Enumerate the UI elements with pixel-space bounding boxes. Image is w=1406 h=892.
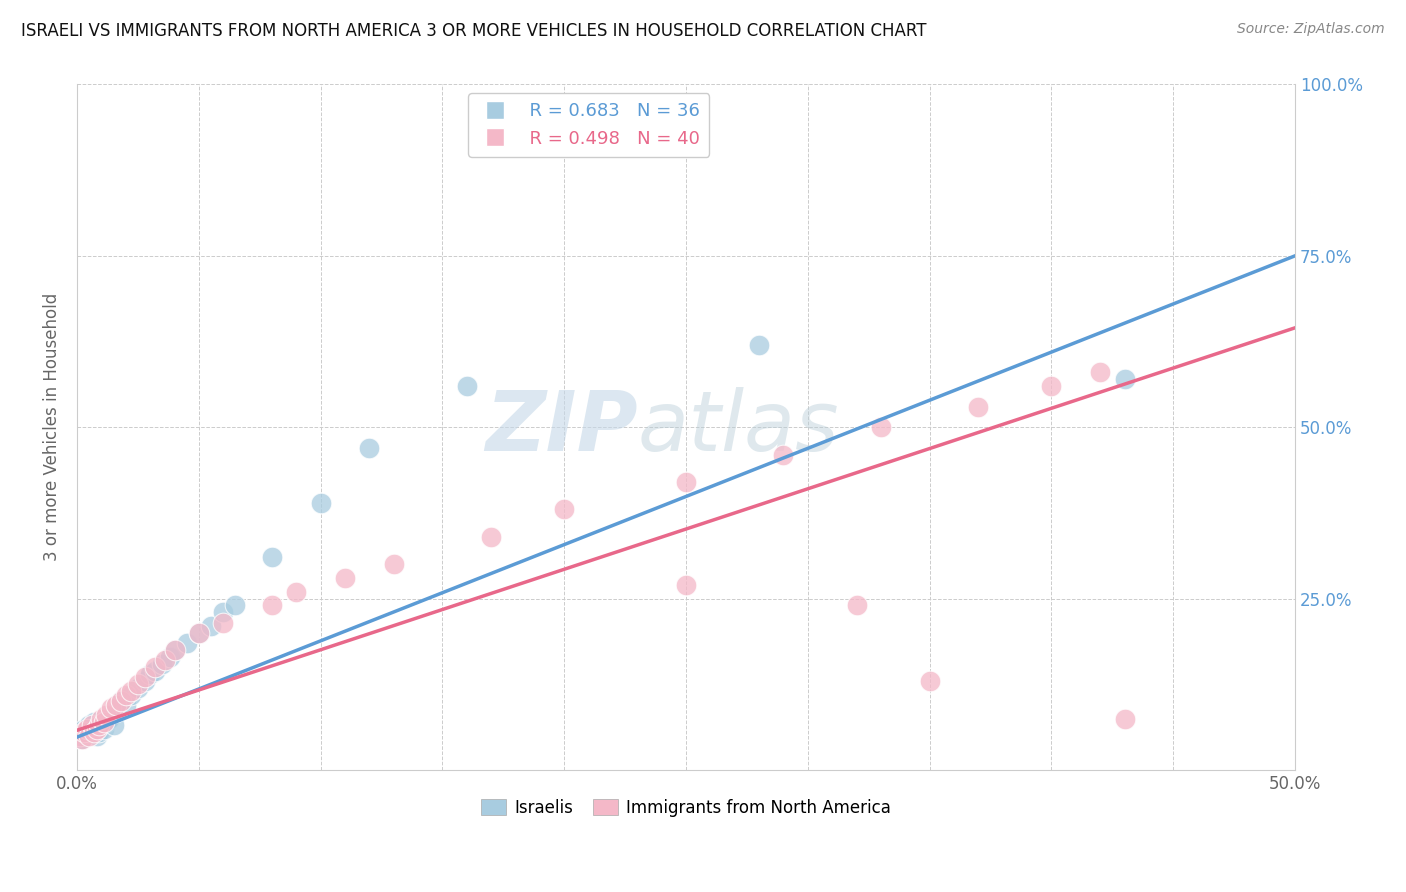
Point (114, 688, 136, 702)
Point (76, 725, 98, 739)
Point (479, 530, 502, 544)
Point (1088, 365, 1111, 379)
Text: ISRAELI VS IMMIGRANTS FROM NORTH AMERICA 3 OR MORE VEHICLES IN HOUSEHOLD CORRELA: ISRAELI VS IMMIGRANTS FROM NORTH AMERICA… (21, 22, 927, 40)
Text: Source: ZipAtlas.com: Source: ZipAtlas.com (1237, 22, 1385, 37)
Point (553, 502, 575, 516)
Point (103, 718, 125, 732)
Point (87, 718, 110, 732)
Point (967, 400, 990, 414)
Point (105, 698, 128, 712)
Point (260, 599, 283, 613)
Point (80, 722, 103, 736)
Point (80, 718, 103, 732)
Point (83, 725, 105, 739)
Point (159, 649, 181, 664)
Point (382, 558, 405, 572)
Point (143, 664, 166, 678)
Point (200, 619, 222, 633)
Point (187, 626, 209, 640)
Point (105, 705, 128, 719)
Point (918, 673, 941, 688)
Point (870, 420, 893, 434)
Y-axis label: 3 or more Vehicles in Household: 3 or more Vehicles in Household (44, 293, 60, 561)
Point (845, 599, 868, 613)
Point (150, 657, 173, 671)
Point (1114, 372, 1136, 386)
Point (97, 712, 120, 726)
Point (309, 495, 332, 509)
Point (359, 441, 381, 455)
Point (86, 722, 108, 736)
Text: ZIP: ZIP (485, 387, 637, 467)
Text: atlas: atlas (637, 387, 839, 467)
Point (77, 729, 100, 743)
Point (772, 448, 794, 462)
Point (1114, 712, 1136, 726)
Point (90, 712, 112, 726)
Point (127, 681, 149, 695)
Point (1040, 379, 1063, 393)
Point (212, 605, 235, 619)
Point (90, 718, 112, 732)
Point (87, 725, 110, 739)
Point (139, 667, 162, 681)
Point (153, 653, 176, 667)
Point (134, 673, 156, 688)
Point (73, 722, 96, 736)
Point (675, 475, 697, 489)
Point (114, 698, 136, 712)
Point (110, 694, 132, 708)
Point (224, 599, 246, 613)
Point (127, 677, 149, 691)
Point (70, 732, 93, 747)
Point (86, 729, 108, 743)
Point (100, 701, 122, 715)
Point (77, 718, 100, 732)
Point (70, 732, 93, 747)
Point (187, 626, 209, 640)
Point (83, 714, 105, 729)
Point (456, 379, 478, 393)
Point (93, 714, 115, 729)
Point (93, 722, 115, 736)
Legend: Israelis, Immigrants from North America: Israelis, Immigrants from North America (474, 792, 898, 823)
Point (212, 615, 235, 630)
Point (73, 725, 96, 739)
Point (96, 714, 118, 729)
Point (748, 338, 770, 352)
Point (143, 660, 166, 674)
Point (134, 670, 156, 684)
Point (76, 722, 98, 736)
Point (260, 550, 283, 565)
Point (163, 643, 186, 657)
Point (333, 571, 356, 585)
Point (69, 729, 91, 743)
Point (96, 708, 118, 723)
Point (675, 578, 697, 592)
Point (285, 584, 308, 599)
Point (110, 694, 132, 708)
Point (163, 643, 186, 657)
Point (69, 729, 91, 743)
Point (176, 636, 198, 650)
Point (120, 684, 142, 698)
Point (120, 688, 142, 702)
